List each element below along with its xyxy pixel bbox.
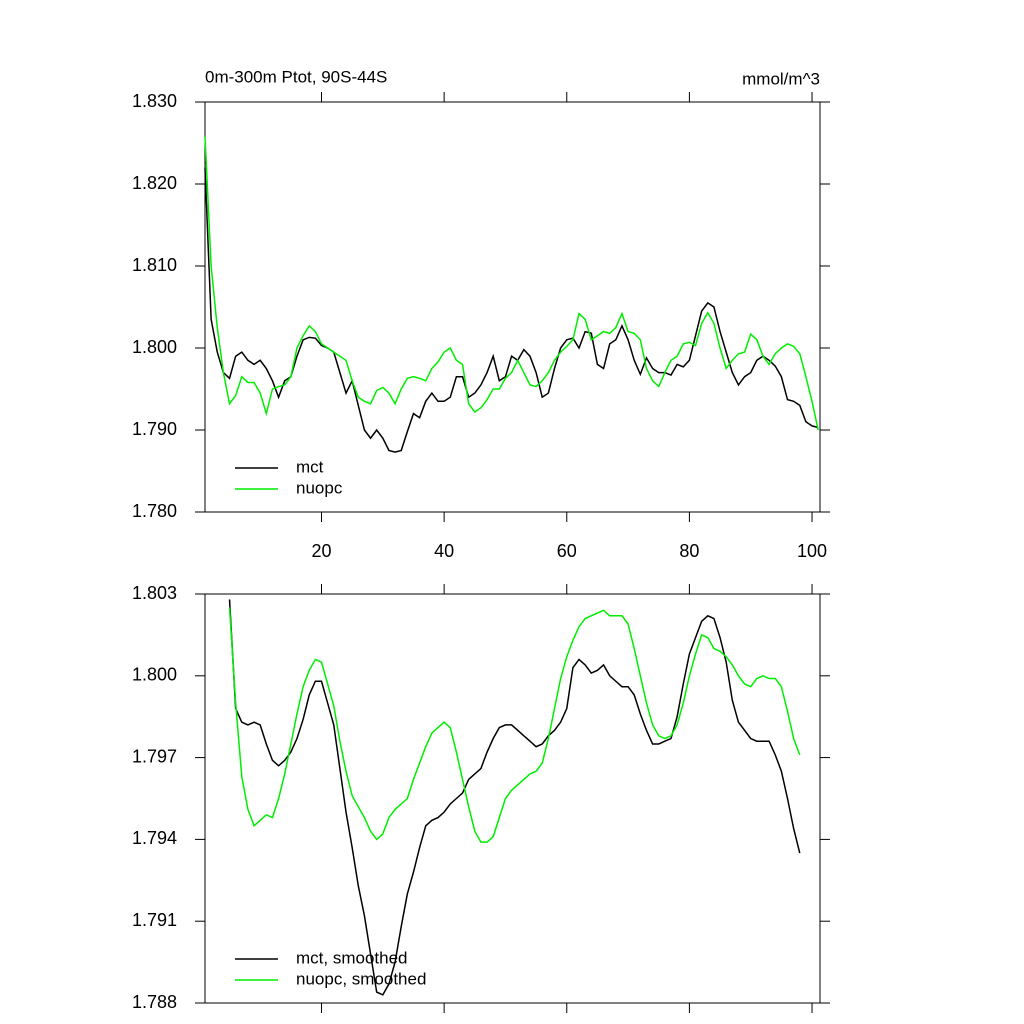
x-tick-label: 20 <box>311 541 331 561</box>
series-line <box>204 136 819 431</box>
y-tick-label: 1.780 <box>132 501 177 521</box>
x-tick-label: 40 <box>434 541 454 561</box>
y-tick-label: 1.803 <box>132 583 177 603</box>
legend-label: nuopc, smoothed <box>296 969 426 988</box>
y-tick-label: 1.810 <box>132 255 177 275</box>
x-tick-label: 100 <box>797 541 827 561</box>
series-line <box>204 167 819 453</box>
y-tick-label: 1.800 <box>132 665 177 685</box>
plot-frame <box>204 101 821 513</box>
y-tick-label: 1.797 <box>132 746 177 766</box>
plot-frame <box>204 593 821 1004</box>
x-tick-label: 80 <box>679 541 699 561</box>
legend-label: nuopc <box>296 478 343 497</box>
y-tick-label: 1.790 <box>132 419 177 439</box>
legend-label: mct, smoothed <box>296 948 408 967</box>
x-tick-label: 60 <box>557 541 577 561</box>
y-tick-label: 1.791 <box>132 910 177 930</box>
legend-label: mct <box>296 457 324 476</box>
series-line <box>228 607 801 843</box>
y-tick-label: 1.830 <box>132 91 177 111</box>
y-tick-label: 1.788 <box>132 992 177 1012</box>
chart-title: 0m-300m Ptot, 90S-44S <box>205 67 387 86</box>
units-label: mmol/m^3 <box>742 69 820 88</box>
y-tick-label: 1.794 <box>132 828 177 848</box>
y-tick-label: 1.820 <box>132 173 177 193</box>
y-tick-label: 1.800 <box>132 337 177 357</box>
series-line <box>228 599 801 996</box>
